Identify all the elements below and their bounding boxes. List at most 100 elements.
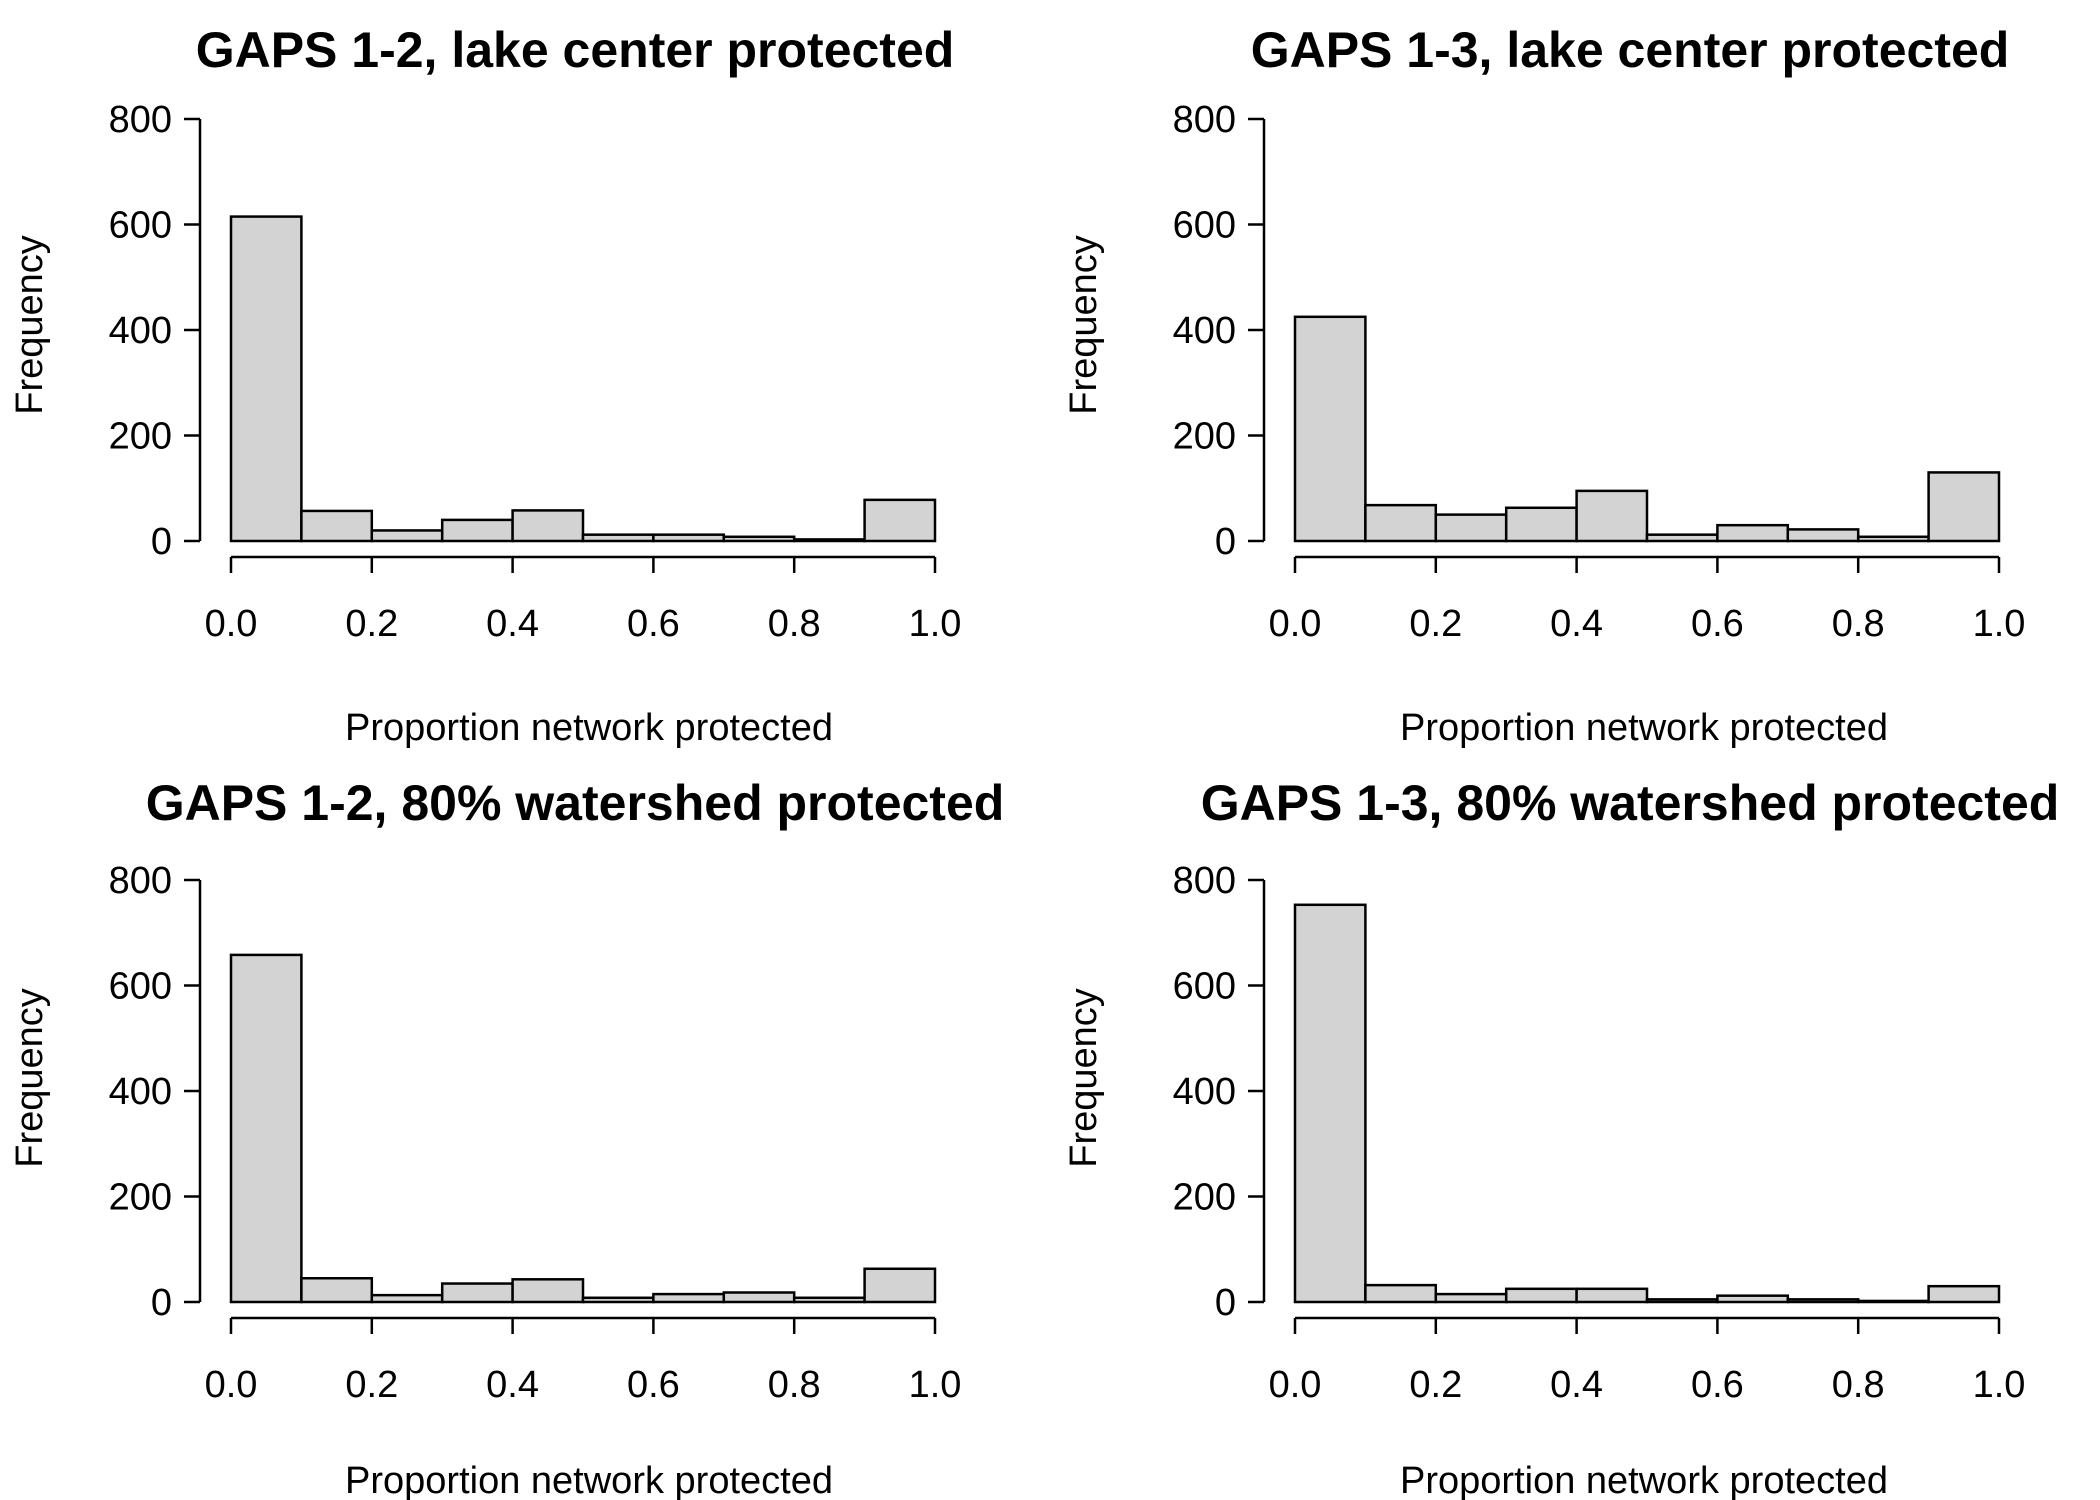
x-tick-label: 0.0: [1269, 603, 1322, 645]
x-tick-label: 0.0: [205, 1364, 258, 1406]
histogram-bar: [1575, 489, 1649, 543]
bars-group: [1293, 315, 2001, 543]
histogram-bar: [1786, 528, 1860, 543]
x-tick-label: 0.6: [1691, 603, 1744, 645]
y-tick-label: 200: [1173, 1177, 1236, 1219]
panel-top-right: GAPS 1-3, lake center protected Frequenc…: [1063, 22, 2025, 749]
y-tick-label: 600: [1173, 205, 1236, 247]
histogram-bar: [229, 215, 303, 543]
panel-bottom-left: GAPS 1-2, 80% watershed protected Freque…: [9, 775, 1004, 1500]
y-tick-label: 800: [1173, 860, 1236, 902]
x-tick-label: 0.4: [486, 603, 539, 645]
x-tick-label: 0.8: [1832, 1364, 1885, 1406]
histogram-bar: [792, 1296, 866, 1304]
x-tick-label: 0.4: [1550, 1364, 1603, 1406]
histogram-bar: [511, 509, 585, 543]
x-tick-label: 1.0: [1973, 603, 2026, 645]
x-tick-label: 0.4: [1550, 603, 1603, 645]
histogram-bar: [1293, 903, 1367, 1304]
histogram-bar: [722, 1291, 796, 1304]
histogram-bar: [370, 1293, 444, 1304]
histogram-bar: [1364, 503, 1438, 543]
panel-bottom-right: GAPS 1-3, 80% watershed protected Freque…: [1063, 775, 2059, 1500]
histogram-bar: [1434, 1292, 1508, 1304]
x-tick-label: 0.4: [486, 1364, 539, 1406]
y-tick-label: 0: [1215, 1282, 1236, 1324]
y-tick-label: 800: [109, 99, 172, 141]
y-axis: 0 200 400 600 800: [1173, 860, 1266, 1324]
x-tick-label: 0.2: [345, 1364, 398, 1406]
panel-title: GAPS 1-2, lake center protected: [196, 22, 955, 78]
y-tick-label: 0: [1215, 521, 1236, 563]
x-tick-label: 0.2: [1409, 1364, 1462, 1406]
histogram-bar: [1716, 523, 1790, 543]
x-tick-label: 0.8: [768, 603, 821, 645]
x-axis: 0.0 0.2 0.4 0.6 0.8 1.0: [205, 1316, 962, 1406]
x-axis-label: Proportion network protected: [1400, 1460, 1888, 1500]
x-tick-label: 0.8: [1832, 603, 1885, 645]
histogram-bar: [1856, 1299, 1930, 1304]
histogram-bar: [511, 1278, 585, 1304]
y-tick-label: 800: [109, 860, 172, 902]
histogram-bar: [863, 1267, 937, 1304]
histogram-bar: [1716, 1294, 1790, 1304]
histogram-bar: [1927, 1284, 2001, 1304]
y-tick-label: 800: [1173, 99, 1236, 141]
histogram-bar: [1434, 513, 1508, 543]
histogram-bar: [581, 533, 655, 543]
y-tick-label: 0: [151, 1282, 172, 1324]
x-tick-label: 0.0: [205, 603, 258, 645]
y-axis-label: Frequency: [1063, 235, 1105, 415]
y-tick-label: 400: [109, 310, 172, 352]
histogram-bar: [440, 1282, 514, 1304]
histogram-bar: [300, 1277, 374, 1304]
x-axis: 0.0 0.2 0.4 0.6 0.8 1.0: [205, 555, 962, 645]
x-tick-label: 0.6: [627, 1364, 680, 1406]
panel-top-left: GAPS 1-2, lake center protected Frequenc…: [9, 22, 961, 749]
x-tick-label: 1.0: [909, 603, 962, 645]
panel-title: GAPS 1-3, lake center protected: [1251, 22, 2010, 78]
histogram-bar: [1504, 506, 1578, 543]
histogram-bar: [652, 533, 726, 543]
y-axis-label: Frequency: [9, 988, 51, 1168]
y-axis: 0 200 400 600 800: [109, 860, 202, 1324]
bars-group: [229, 215, 937, 543]
histogram-bar: [792, 538, 866, 543]
y-axis-label: Frequency: [9, 235, 51, 415]
x-axis: 0.0 0.2 0.4 0.6 0.8 1.0: [1269, 555, 2026, 645]
x-axis: 0.0 0.2 0.4 0.6 0.8 1.0: [1269, 1316, 2026, 1406]
histogram-bar: [1645, 1298, 1719, 1304]
histogram-bar: [1927, 471, 2001, 543]
x-tick-label: 1.0: [1973, 1364, 2026, 1406]
x-tick-label: 0.6: [1691, 1364, 1744, 1406]
histogram-bar: [652, 1292, 726, 1304]
histogram-bar: [300, 509, 374, 543]
y-tick-label: 400: [1173, 1071, 1236, 1113]
x-tick-label: 0.2: [345, 603, 398, 645]
histogram-bar: [1504, 1287, 1578, 1304]
histogram-bar: [1856, 535, 1930, 543]
x-tick-label: 0.6: [627, 603, 680, 645]
y-tick-label: 0: [151, 521, 172, 563]
y-axis-label: Frequency: [1063, 988, 1105, 1168]
histogram-bar: [1786, 1298, 1860, 1304]
x-tick-label: 1.0: [909, 1364, 962, 1406]
x-tick-label: 0.8: [768, 1364, 821, 1406]
panel-title: GAPS 1-2, 80% watershed protected: [146, 775, 1005, 831]
y-tick-label: 200: [1173, 416, 1236, 458]
histogram-bar: [1645, 533, 1719, 543]
histogram-bar: [722, 535, 796, 543]
histogram-bar: [581, 1296, 655, 1304]
bars-group: [229, 953, 937, 1304]
histogram-bar: [1293, 315, 1367, 543]
x-axis-label: Proportion network protected: [345, 707, 833, 749]
y-axis: 0 200 400 600 800: [1173, 99, 1266, 563]
x-axis-label: Proportion network protected: [345, 1460, 833, 1500]
panel-title: GAPS 1-3, 80% watershed protected: [1201, 775, 2060, 831]
y-tick-label: 400: [1173, 310, 1236, 352]
y-tick-label: 600: [109, 205, 172, 247]
histogram-bar: [370, 529, 444, 543]
histogram-bar: [1575, 1287, 1649, 1304]
y-axis: 0 200 400 600 800: [109, 99, 202, 563]
